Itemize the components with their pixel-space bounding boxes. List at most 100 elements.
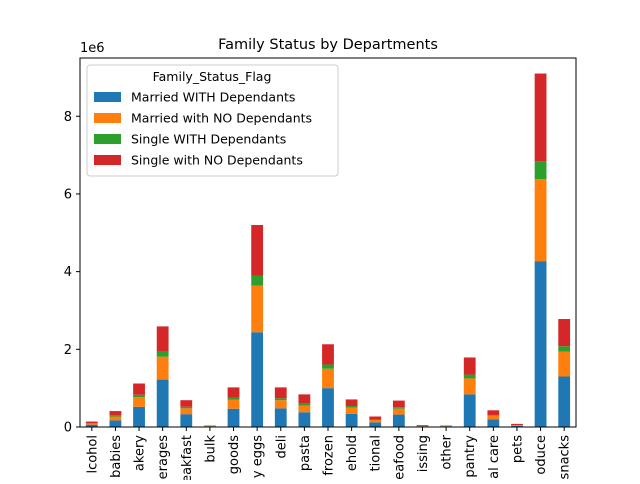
x-tick-label: snacks xyxy=(558,435,573,480)
bar-segment-bakery-series-2 xyxy=(133,395,145,397)
y-tick-label: 0 xyxy=(64,421,72,436)
legend-title: Family_Status_Flag xyxy=(153,69,272,84)
bar-segment-beverages-series-2 xyxy=(157,352,169,357)
bar-segment-pantry-series-3 xyxy=(464,357,476,374)
bar-segment-alcohol-series-1 xyxy=(86,424,98,425)
bar-segment-meat-seafood-series-3 xyxy=(393,401,405,408)
bar-segment-personal-care-series-1 xyxy=(487,416,499,420)
bar-segment-dairy-eggs-series-0 xyxy=(251,332,263,427)
x-tick-label: pasta xyxy=(298,435,313,471)
x-tick-label: deli xyxy=(274,435,289,458)
x-tick-label: oduce xyxy=(534,435,549,475)
x-tick-label: bulk xyxy=(203,435,218,463)
x-tick-label: tional xyxy=(369,435,384,471)
y-tick-label: 2 xyxy=(64,343,72,358)
bar-segment-household-series-1 xyxy=(346,408,358,414)
chart-title: Family Status by Departments xyxy=(218,37,438,53)
x-tick-label: erages xyxy=(156,435,171,480)
bar-segment-missing-series-3 xyxy=(417,425,429,426)
x-tick-label: ehold xyxy=(345,435,360,471)
bar-segment-snacks-series-2 xyxy=(558,346,570,351)
bar-segment-frozen-series-2 xyxy=(322,364,334,368)
legend-label: Married WITH Dependants xyxy=(131,90,295,105)
bar-segment-deli-series-2 xyxy=(275,398,287,400)
bar-segment-canned-goods-series-1 xyxy=(228,400,240,409)
x-tick-label: issing xyxy=(416,435,431,472)
x-tick-label: goods xyxy=(227,435,242,474)
bar-segment-dairy-eggs-series-1 xyxy=(251,286,263,333)
bar-segment-meat-seafood-series-0 xyxy=(393,415,405,427)
legend: Family_Status_Flag Married WITH Dependan… xyxy=(87,65,338,176)
bar-segment-household-series-2 xyxy=(346,406,358,408)
bar-segment-babies-series-0 xyxy=(110,420,122,427)
bar-segment-snacks-series-3 xyxy=(558,319,570,346)
bar-segment-pantry-series-0 xyxy=(464,394,476,427)
bar-segment-dry-goods-pasta-series-3 xyxy=(298,394,310,403)
bar-segment-deli-series-1 xyxy=(275,400,287,408)
x-tick-label: y eggs xyxy=(251,435,266,478)
bar-segment-produce-series-1 xyxy=(535,179,547,261)
bar-segment-breakfast-series-0 xyxy=(180,414,192,427)
bar-segment-dry-goods-pasta-series-1 xyxy=(298,406,310,413)
y-tick-label: 8 xyxy=(64,110,72,125)
x-tick-label: lcohol xyxy=(85,435,100,474)
bar-segment-pets-series-3 xyxy=(511,424,523,425)
bar-segment-alcohol-series-3 xyxy=(86,422,98,424)
bar-segment-babies-series-1 xyxy=(110,417,122,421)
bar-segment-produce-series-0 xyxy=(535,261,547,427)
bar-segment-produce-series-3 xyxy=(535,74,547,162)
bar-segment-meat-seafood-series-2 xyxy=(393,407,405,409)
bar-segment-dairy-eggs-series-3 xyxy=(251,225,263,275)
bar-segment-meat-seafood-series-1 xyxy=(393,409,405,415)
legend-swatch xyxy=(94,134,121,144)
bar-segment-international-series-0 xyxy=(369,422,381,427)
bar-segment-household-series-0 xyxy=(346,414,358,427)
x-tick-label: pantry xyxy=(463,435,478,478)
x-tick-label: eakfast xyxy=(180,435,195,480)
y-axis: 0 2 4 6 8 xyxy=(64,110,80,436)
legend-swatch xyxy=(94,155,121,165)
bar-segment-canned-goods-series-2 xyxy=(228,398,240,400)
bar-segment-international-series-1 xyxy=(369,420,381,422)
x-tick-label: pets xyxy=(510,435,525,463)
bar-segment-pets-series-1 xyxy=(511,425,523,426)
x-tick-label: akery xyxy=(133,435,148,471)
x-tick-label: other xyxy=(440,434,455,469)
bar-segment-frozen-series-0 xyxy=(322,388,334,427)
bar-segment-canned-goods-series-3 xyxy=(228,387,240,397)
bar-segment-breakfast-series-2 xyxy=(180,407,192,409)
bar-segment-breakfast-series-1 xyxy=(180,408,192,414)
bar-segment-produce-series-2 xyxy=(535,161,547,179)
bar-segment-pantry-series-2 xyxy=(464,375,476,379)
legend-label: Single WITH Dependants xyxy=(131,132,286,147)
bar-segment-personal-care-series-3 xyxy=(487,410,499,415)
x-tick-label: al care xyxy=(487,435,502,479)
bar-segment-snacks-series-0 xyxy=(558,377,570,427)
bar-segment-bakery-series-1 xyxy=(133,397,145,407)
bar-segment-international-series-3 xyxy=(369,417,381,420)
legend-swatch xyxy=(94,113,121,123)
bar-segment-personal-care-series-0 xyxy=(487,419,499,427)
x-tick-label: babies xyxy=(109,435,124,478)
bar-segment-personal-care-series-2 xyxy=(487,415,499,416)
bar-segment-beverages-series-1 xyxy=(157,357,169,380)
bar-segment-dry-goods-pasta-series-0 xyxy=(298,412,310,427)
x-tick-label: frozen xyxy=(322,435,337,476)
y-tick-label: 6 xyxy=(64,187,72,202)
y-axis-offset-label: 1e6 xyxy=(80,41,105,56)
bar-segment-bakery-series-0 xyxy=(133,407,145,427)
legend-swatch xyxy=(94,92,121,102)
bar-segment-bakery-series-3 xyxy=(133,384,145,395)
bar-segment-babies-series-3 xyxy=(110,411,122,415)
bar-segment-canned-goods-series-0 xyxy=(228,409,240,427)
legend-label: Single with NO Dependants xyxy=(131,153,303,168)
bar-segment-beverages-series-3 xyxy=(157,326,169,351)
bar-segment-dry-goods-pasta-series-2 xyxy=(298,404,310,406)
bar-segment-frozen-series-1 xyxy=(322,369,334,388)
y-tick-label: 4 xyxy=(64,265,72,280)
bar-segment-breakfast-series-3 xyxy=(180,400,192,407)
bar-segment-household-series-3 xyxy=(346,399,358,406)
legend-label: Married with NO Dependants xyxy=(131,111,312,126)
